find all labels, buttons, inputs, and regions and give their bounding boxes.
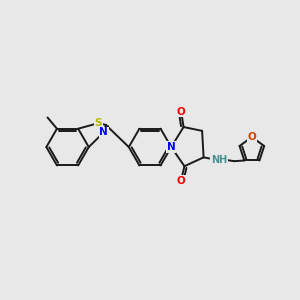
Text: O: O — [176, 176, 185, 186]
Text: NH: NH — [211, 155, 227, 165]
Text: N: N — [167, 142, 176, 152]
Text: O: O — [248, 132, 256, 142]
Text: N: N — [99, 127, 108, 137]
Text: S: S — [95, 118, 102, 128]
Text: O: O — [177, 107, 186, 117]
